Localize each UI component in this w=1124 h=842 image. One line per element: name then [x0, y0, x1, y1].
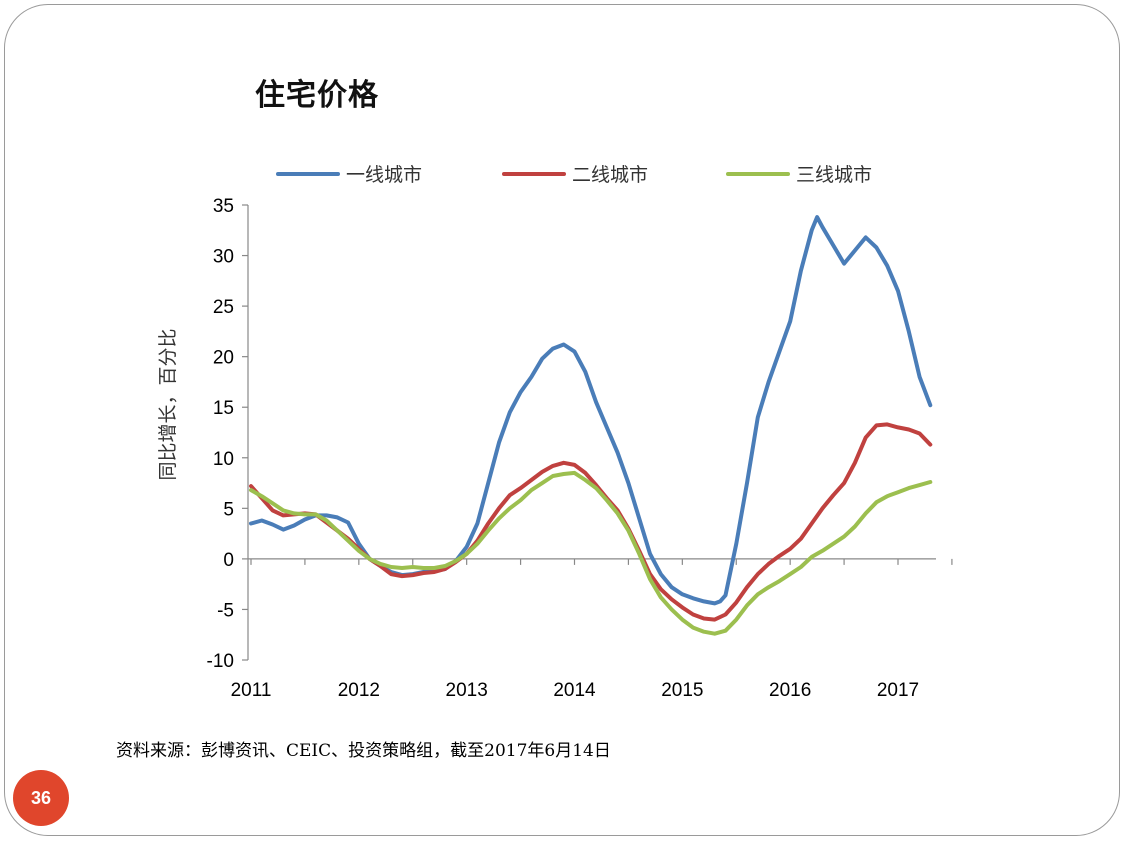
x-tick-label: 2015	[661, 680, 703, 701]
y-tick-label: 30	[213, 247, 234, 268]
slide-frame	[4, 4, 1120, 836]
y-tick-label: -5	[217, 600, 234, 621]
y-tick-label: 10	[213, 449, 234, 470]
y-tick-label: 20	[213, 348, 234, 369]
y-tick-label: 15	[213, 398, 234, 419]
legend-label-2: 二线城市	[572, 164, 648, 186]
y-tick-label: -10	[207, 651, 234, 672]
x-tick-label: 2016	[769, 680, 811, 701]
series-line-3	[249, 470, 933, 636]
series-line-2	[249, 422, 933, 622]
y-tick-label: 25	[213, 297, 234, 318]
y-tick-label: 5	[223, 499, 234, 520]
x-tick-label: 2017	[877, 680, 919, 701]
y-tick-label: 35	[213, 196, 234, 217]
x-tick-label: 2011	[231, 680, 272, 701]
y-axis-label: 同比增长，百分比	[157, 328, 179, 480]
page-number-badge: 36	[13, 770, 69, 826]
slide-title: 住宅价格	[255, 78, 379, 113]
legend-label-3: 三线城市	[796, 164, 872, 186]
x-tick-label: 2013	[446, 680, 488, 701]
source-note: 资料来源：彭博资讯、CEIC、投资策略组，截至2017年6月14日	[116, 741, 611, 761]
legend-label-1: 一线城市	[346, 164, 422, 186]
y-tick-label: 0	[223, 550, 234, 571]
x-tick-label: 2014	[553, 680, 596, 701]
x-tick-label: 2012	[338, 680, 380, 701]
